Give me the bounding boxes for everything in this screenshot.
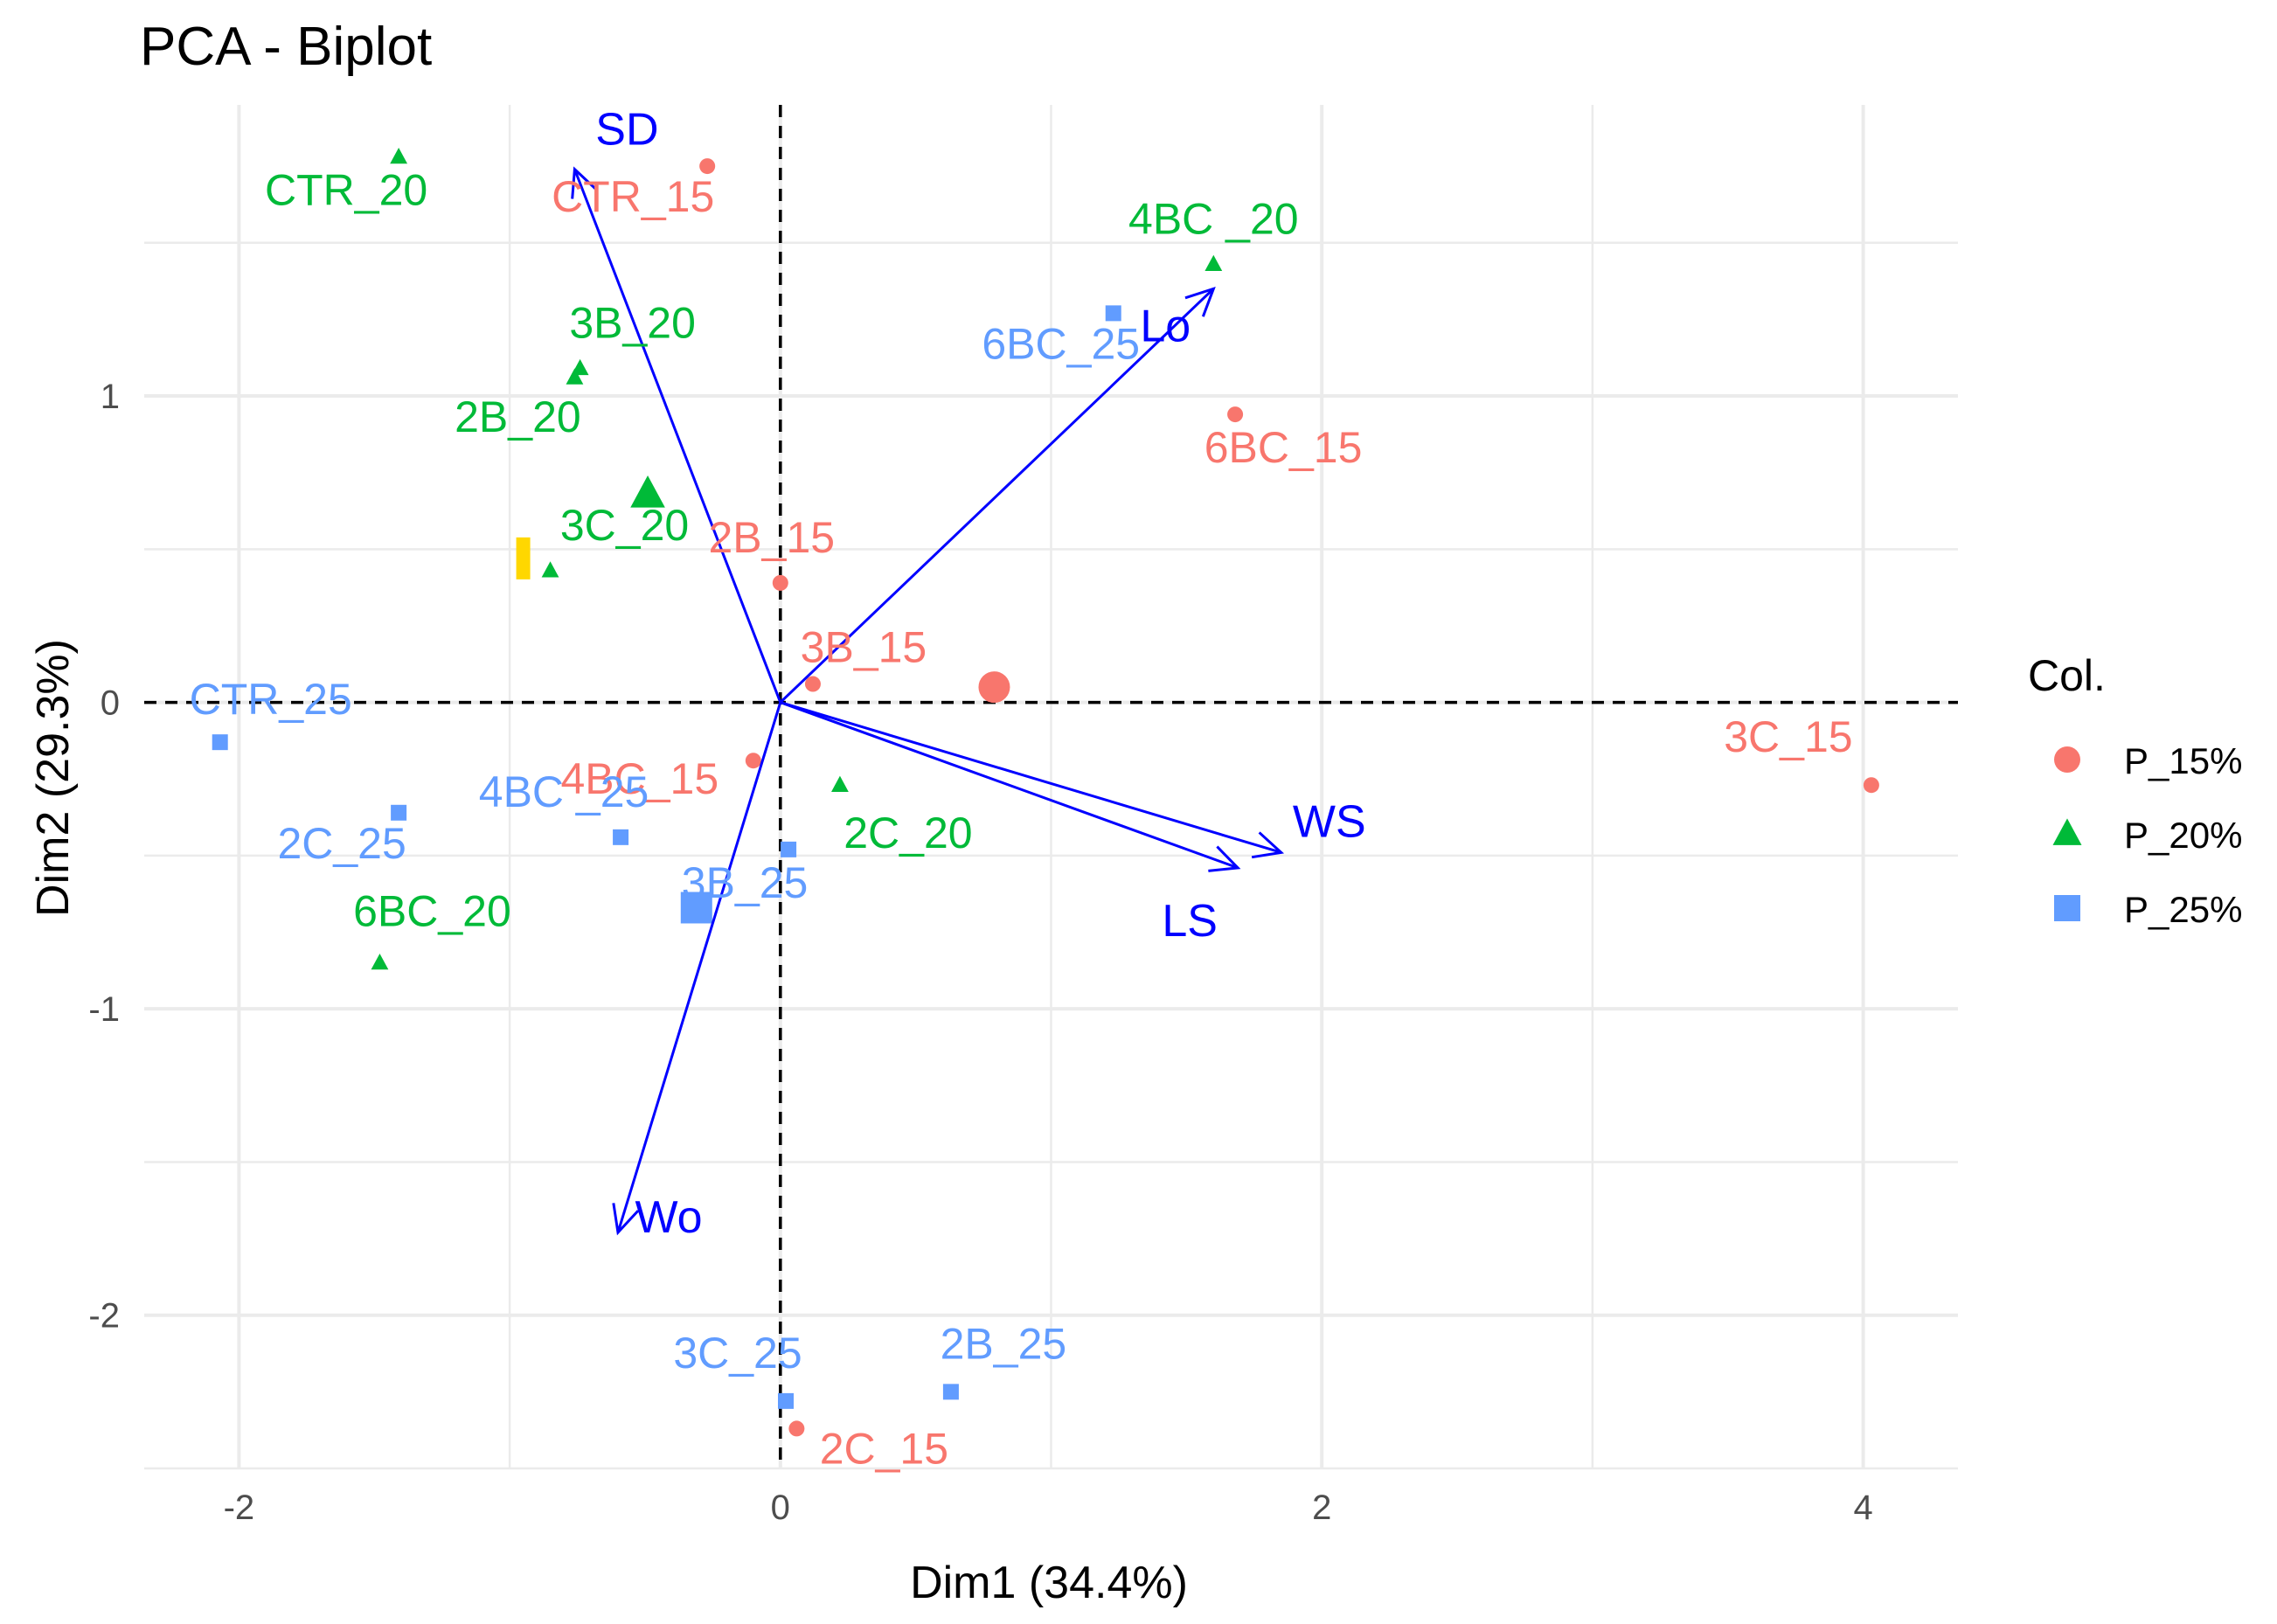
- variable-arrow: [780, 701, 1282, 854]
- point-labels: CTR_15 6BC_15 2B_15 3B_15 4BC_15 3C_15 2C_15 CT…: [190, 105, 1853, 1474]
- data-label: 6BC_25: [982, 319, 1140, 368]
- data-label: 4BC _20: [1128, 194, 1299, 243]
- chart-title: PCA - Biplot: [140, 17, 433, 77]
- x-tick-label: 0: [771, 1489, 790, 1527]
- centroid-p-25-: [680, 892, 712, 924]
- data-label: 4BC_15: [560, 754, 719, 803]
- variable-arrow: [573, 169, 782, 704]
- data-label: CTR_15: [552, 172, 714, 221]
- data-point: [391, 804, 407, 821]
- data-label: 3C_20: [560, 501, 689, 550]
- data-point: [371, 953, 389, 970]
- x-tick-label: 2: [1312, 1489, 1331, 1527]
- variable-arrowhead: [1208, 845, 1241, 872]
- legend: Col. P_15% P_20% P_25%: [2028, 651, 2242, 930]
- data-label: 3B_25: [682, 858, 809, 907]
- data-label: 2B_25: [941, 1319, 1067, 1368]
- variable-arrow: [779, 288, 1215, 704]
- legend-label: P_25%: [2124, 889, 2242, 930]
- axis-layer: -2 0 2 4 -2 -1 0 1: [88, 378, 1872, 1527]
- grid-layer: [144, 105, 1958, 1470]
- legend-label: P_15%: [2124, 740, 2242, 781]
- data-point: [1863, 777, 1879, 794]
- data-point: [541, 561, 559, 578]
- centroid-layer: [516, 475, 1010, 924]
- data-label: 2B_15: [709, 513, 836, 562]
- legend-key: [2052, 818, 2082, 845]
- data-point: [788, 1420, 805, 1437]
- data-point: [613, 829, 629, 845]
- y-axis-title: Dim2 (29.3%): [28, 639, 79, 917]
- variable-arrow: [780, 701, 1239, 870]
- y-tick-label: -1: [88, 990, 120, 1029]
- variable-label: SD: [595, 105, 658, 156]
- data-label: CTR_25: [190, 675, 352, 724]
- variable-arrowhead: [571, 166, 598, 199]
- data-label: 4BC _25: [479, 767, 649, 816]
- data-point: [804, 676, 821, 692]
- yellow-marker: [516, 537, 531, 580]
- variable-arrowhead: [1251, 831, 1285, 859]
- data-point: [781, 841, 797, 857]
- data-label: 2C_25: [277, 819, 406, 868]
- data-label: 2C_15: [820, 1424, 948, 1473]
- data-point: [212, 734, 228, 751]
- variable-label: LS: [1162, 896, 1218, 947]
- data-point: [942, 1384, 959, 1400]
- y-tick-label: -2: [88, 1297, 120, 1336]
- y-tick-label: 0: [101, 684, 120, 723]
- legend-key: [2054, 746, 2080, 773]
- centroid-p-20-: [630, 475, 665, 508]
- data-label: 3B_20: [569, 298, 696, 347]
- legend-key: [2054, 895, 2080, 921]
- variable-label: Lo: [1140, 301, 1191, 351]
- data-point: [699, 158, 716, 175]
- data-point: [777, 1392, 794, 1409]
- variable-label: WS: [1293, 796, 1366, 847]
- x-tick-label: 4: [1853, 1489, 1872, 1527]
- y-tick-label: 1: [101, 378, 120, 416]
- data-point: [831, 775, 849, 792]
- centroid-p-15-: [978, 671, 1010, 704]
- reference-lines: [144, 105, 1958, 1468]
- data-point: [745, 753, 761, 769]
- variable-arrows: [571, 166, 1285, 1236]
- data-point: [772, 574, 788, 591]
- data-label: CTR_20: [265, 166, 427, 215]
- variable-arrow: [616, 702, 782, 1233]
- data-label: 3C_15: [1724, 712, 1852, 761]
- variable-arrowhead: [612, 1203, 640, 1236]
- variable-arrowhead: [1184, 286, 1216, 317]
- data-point: [1204, 254, 1223, 271]
- legend-label: P_20%: [2124, 815, 2242, 856]
- data-label: 3B_15: [801, 623, 927, 672]
- point-layer: [212, 147, 1879, 1437]
- data-label: 6BC_20: [353, 887, 511, 936]
- data-point: [1105, 305, 1121, 322]
- data-point: [1227, 406, 1244, 423]
- variable-label: Wo: [635, 1192, 702, 1243]
- x-tick-label: -2: [224, 1489, 255, 1527]
- legend-title: Col.: [2028, 651, 2106, 700]
- data-label: 2C_20: [843, 809, 972, 857]
- data-point: [566, 368, 584, 385]
- data-label: 3C_25: [673, 1329, 802, 1378]
- data-label: 6BC_15: [1204, 423, 1363, 472]
- data-label: 2B_20: [455, 392, 581, 441]
- x-axis-title: Dim1 (34.4%): [910, 1558, 1188, 1608]
- data-point: [390, 147, 408, 164]
